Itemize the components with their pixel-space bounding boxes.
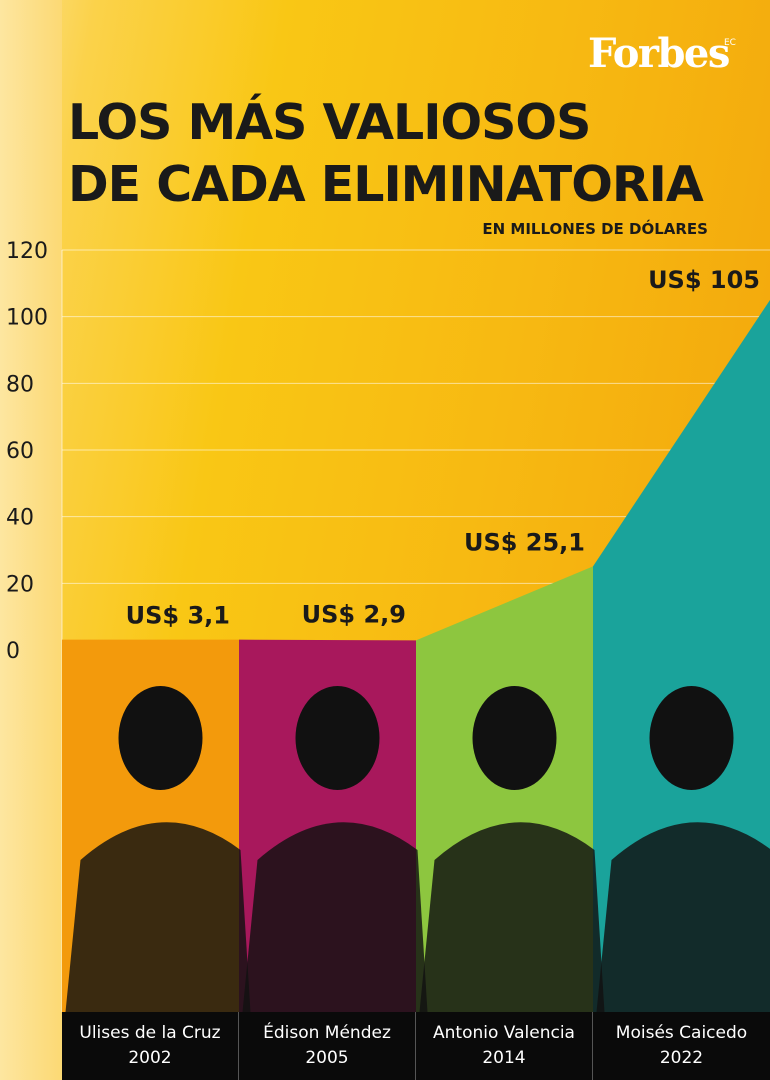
logo-region-tag: EC xyxy=(724,38,736,48)
player-body xyxy=(242,822,428,1012)
value-label-antonio: US$ 25,1 xyxy=(464,528,585,556)
y-tick-label: 80 xyxy=(6,372,34,397)
chart-title: LOS MÁS VALIOSOS DE CADA ELIMINATORIA xyxy=(68,92,704,216)
y-tick-label: 100 xyxy=(6,306,48,331)
title-line-1: LOS MÁS VALIOSOS xyxy=(68,94,591,151)
qualifier-year: 2002 xyxy=(128,1048,172,1068)
value-label-moises: US$ 105 xyxy=(648,266,760,294)
player-silhouette-ulises xyxy=(65,686,251,1012)
player-body xyxy=(419,822,605,1012)
qualifier-year: 2022 xyxy=(659,1048,704,1068)
chart-subtitle-units: EN MILLONES DE DÓLARES xyxy=(482,220,708,238)
player-silhouette-moises xyxy=(596,686,770,1012)
player-name: Ulises de la Cruz xyxy=(79,1023,221,1043)
value-label-edison: US$ 2,9 xyxy=(302,600,406,628)
forbes-logo: Forbes xyxy=(588,30,730,77)
value-label-ulises: US$ 3,1 xyxy=(126,602,230,630)
player-head xyxy=(649,686,734,790)
title-line-2: DE CADA ELIMINATORIA xyxy=(68,156,704,213)
y-tick-label: 60 xyxy=(6,439,34,464)
footer-cell-antonio: Antonio Valencia 2014 xyxy=(416,1012,593,1080)
footer-cell-edison: Édison Méndez 2005 xyxy=(239,1012,416,1080)
left-edge-strip xyxy=(0,0,62,1080)
y-tick-label: 120 xyxy=(6,239,48,264)
player-silhouette-edison xyxy=(242,686,428,1012)
player-name: Moisés Caicedo xyxy=(615,1023,748,1043)
y-tick-label: 0 xyxy=(6,639,20,664)
player-name: Édison Méndez xyxy=(263,1023,391,1043)
footer-cell-moises: Moisés Caicedo 2022 xyxy=(593,1012,770,1080)
player-body xyxy=(65,822,251,1012)
player-head xyxy=(118,686,203,790)
player-footer: Ulises de la Cruz 2002 Édison Méndez 200… xyxy=(62,1012,770,1080)
player-head xyxy=(472,686,557,790)
player-body xyxy=(596,822,770,1012)
y-tick-label: 40 xyxy=(6,506,34,531)
player-silhouette-antonio xyxy=(419,686,605,1012)
qualifier-year: 2005 xyxy=(305,1048,349,1068)
player-name: Antonio Valencia xyxy=(433,1023,575,1043)
y-tick-label: 20 xyxy=(6,572,34,597)
player-head xyxy=(295,686,380,790)
qualifier-year: 2014 xyxy=(482,1048,526,1068)
footer-cell-ulises: Ulises de la Cruz 2002 xyxy=(62,1012,239,1080)
